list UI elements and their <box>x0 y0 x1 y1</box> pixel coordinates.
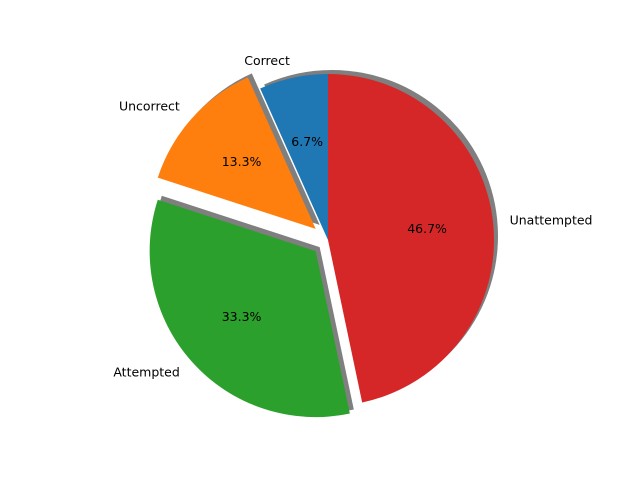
pct-label-uncorrect: 13.3% <box>222 154 262 169</box>
slice-label-uncorrect: Uncorrect <box>119 98 180 113</box>
pie-slice-uncorrect <box>157 77 316 229</box>
slice-labels: Correct 6.7% Uncorrect 13.3% Attempted 33.3% U… <box>113 53 592 380</box>
pie-slice-correct <box>260 74 328 240</box>
pct-label-unattempted: 46.7% <box>407 221 447 236</box>
pie-slice-unattempted <box>328 74 494 403</box>
pie-slices <box>149 74 494 418</box>
pct-label-attempted: 33.3% <box>222 309 262 324</box>
pct-label-correct: 6.7% <box>291 134 323 149</box>
pie-slice-attempted <box>149 199 350 418</box>
slice-label-correct: Correct <box>244 53 290 68</box>
slice-label-attempted: Attempted <box>113 365 179 380</box>
slice-label-unattempted: Unattempted <box>510 213 593 228</box>
